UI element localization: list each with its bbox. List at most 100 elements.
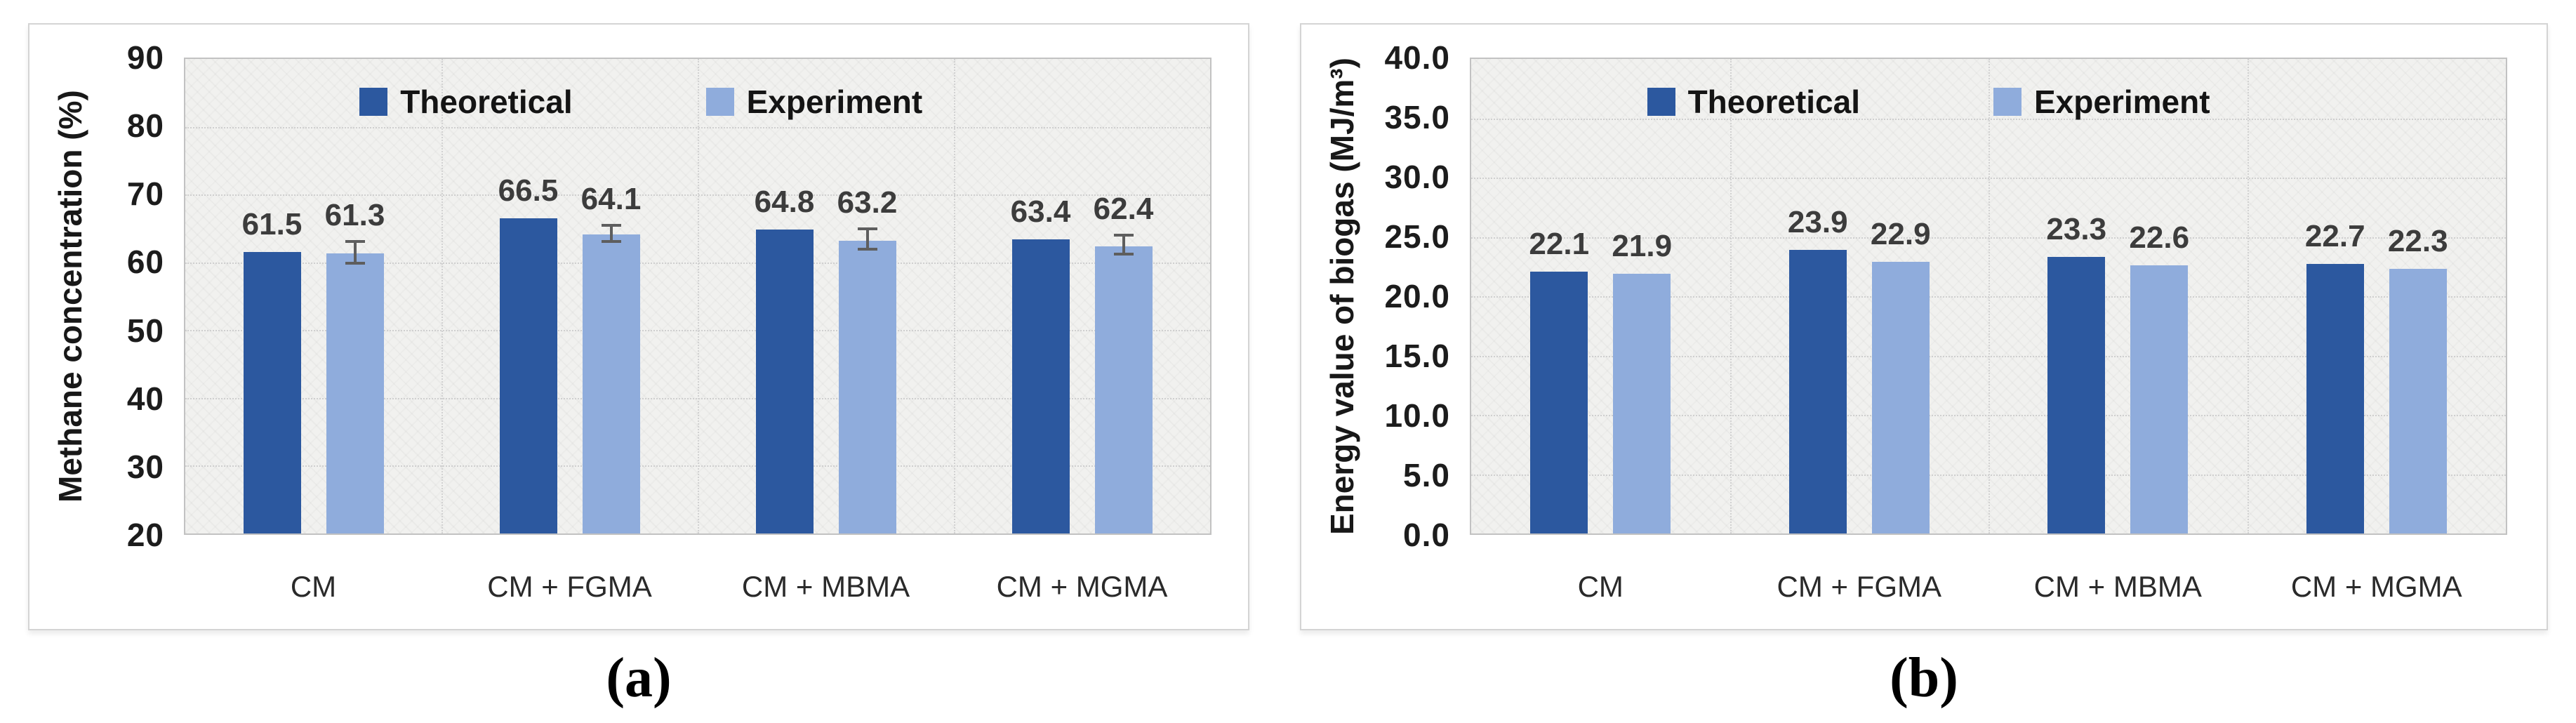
legend-label-experiment: Experiment: [2034, 84, 2210, 120]
bar-slot: 64.1: [580, 59, 642, 533]
plot-area: Theoretical Experiment 22.1 21.9 CM 23.9 22.…: [1470, 58, 2507, 603]
error-bar-cap: [1113, 234, 1134, 237]
experiment-swatch-icon: [1993, 88, 2021, 116]
vertical-gridline: [441, 59, 443, 533]
bar-value-label: 22.7: [2304, 219, 2365, 254]
bar-group-cm: 22.1 21.9 CM: [1471, 59, 1730, 603]
plot-area: Theoretical Experiment 61.5 61.3 CM 66.5 64.…: [184, 58, 1211, 603]
experiment-bar: [582, 234, 640, 533]
vertical-gridline: [2247, 59, 2249, 533]
bar-value-label: 63.4: [1010, 194, 1071, 229]
bar-value-label: 23.9: [1787, 205, 1848, 240]
bar-slot: 21.9: [1612, 59, 1673, 533]
error-bar-cap: [601, 223, 621, 227]
y-tick-label: 30.0: [1384, 159, 1450, 195]
bar-value-label: 63.2: [837, 185, 898, 220]
legend-item-experiment: Experiment: [1993, 83, 2210, 121]
theoretical-bar: [243, 252, 301, 533]
y-tick-label: 5.0: [1403, 457, 1450, 493]
error-bar: [609, 226, 613, 243]
bar-slot: 22.1: [1529, 59, 1590, 533]
y-tick-label: 70: [126, 175, 164, 213]
y-tick-label: 20: [126, 517, 164, 553]
y-tick-label: 90: [126, 39, 164, 76]
experiment-bar: [2130, 265, 2189, 533]
error-bar-cap: [345, 239, 365, 243]
bar-slot: 22.6: [2129, 59, 2189, 533]
x-axis-category-label: CM + FGMA: [487, 570, 652, 603]
bar-slot: 64.8: [754, 59, 815, 533]
bar-value-label: 22.1: [1529, 226, 1590, 261]
bar-value-label: 61.3: [324, 197, 385, 232]
y-axis-tick-labels: 90 80 70 60 50 40 30 20: [29, 39, 164, 553]
vertical-gridline: [1729, 59, 1732, 533]
theoretical-bar: [499, 218, 557, 533]
bar-group-cm-mbma: 64.8 63.2 CM + MBMA: [698, 59, 954, 603]
legend-label-theoretical: Theoretical: [1687, 84, 1860, 120]
bar-value-label: 66.5: [498, 173, 559, 208]
bar-slot: 22.3: [2387, 59, 2448, 533]
legend-item-theoretical: Theoretical: [1647, 83, 1860, 121]
y-tick-label: 10.0: [1384, 397, 1450, 434]
theoretical-bar: [2306, 264, 2364, 533]
y-tick-label: 60: [126, 244, 164, 281]
bar-value-label: 61.5: [241, 207, 303, 242]
y-tick-label: 30: [126, 448, 164, 485]
vertical-gridline: [698, 59, 699, 533]
bar-slot: 22.9: [1871, 59, 1931, 533]
bar-group-cm-mgma: 22.7 22.3 CM + MGMA: [2248, 59, 2507, 603]
experiment-bar: [2389, 269, 2447, 533]
theoretical-bar: [1530, 271, 1588, 533]
x-axis-category-label: CM + MGMA: [2290, 570, 2462, 603]
x-axis-category-label: CM + MBMA: [741, 570, 910, 603]
error-bar-cap: [857, 248, 877, 251]
x-axis-category-label: CM: [1577, 570, 1624, 603]
experiment-bar: [838, 240, 896, 533]
bar-slot: 63.2: [837, 59, 898, 533]
legend: Theoretical Experiment: [359, 83, 922, 121]
legend-item-theoretical: Theoretical: [359, 83, 573, 121]
chart-panel-a: Methane concentration (%) 90 80 70 60 50 40 30…: [28, 23, 1249, 709]
legend-item-experiment: Experiment: [705, 83, 923, 121]
bar-value-label: 62.4: [1093, 192, 1154, 227]
bar-slot: 22.7: [2304, 59, 2365, 533]
bar-value-label: 64.1: [580, 181, 642, 216]
theoretical-swatch-icon: [1647, 88, 1675, 116]
y-tick-label: 80: [126, 107, 164, 145]
caption-b: (b): [1890, 647, 1958, 709]
x-axis-category-label: CM: [290, 570, 337, 603]
y-tick-label: 15.0: [1384, 338, 1450, 374]
bar-value-label: 21.9: [1612, 228, 1673, 263]
bar-slot: 61.3: [324, 59, 385, 533]
legend-label-theoretical: Theoretical: [400, 84, 573, 120]
bar-value-label: 22.3: [2387, 224, 2448, 259]
legend-label-experiment: Experiment: [746, 84, 923, 120]
theoretical-bar: [2047, 257, 2106, 533]
y-tick-label: 0.0: [1403, 517, 1450, 553]
error-bar: [865, 230, 869, 251]
bar-value-label: 64.8: [754, 185, 815, 220]
bar-slot: 23.9: [1787, 59, 1848, 533]
experiment-swatch-icon: [705, 88, 734, 116]
x-axis-category-label: CM + FGMA: [1777, 570, 1941, 603]
bar-group-cm: 61.5 61.3 CM: [185, 59, 441, 603]
legend: Theoretical Experiment: [1647, 83, 2210, 121]
bar-group-cm-fgma: 23.9 22.9 CM + FGMA: [1730, 59, 1989, 603]
y-tick-label: 20.0: [1384, 278, 1450, 314]
theoretical-bar: [1788, 250, 1847, 533]
error-bar: [353, 242, 357, 265]
bar-slot: 63.4: [1010, 59, 1071, 533]
y-axis-tick-labels: 40.0 35.0 30.0 25.0 20.0 15.0 10.0 5.0 0.0: [1301, 39, 1450, 553]
x-axis-category-label: CM + MBMA: [2033, 570, 2202, 603]
bar-group-cm-mbma: 23.3 22.6 CM + MBMA: [1989, 59, 2248, 603]
error-bar-cap: [857, 227, 877, 231]
experiment-bar: [1094, 246, 1153, 533]
x-axis-category-label: CM + MGMA: [996, 570, 1168, 603]
bar-group-cm-fgma: 66.5 64.1 CM + FGMA: [441, 59, 698, 603]
bar-slot: 23.3: [2046, 59, 2106, 533]
y-tick-label: 25.0: [1384, 218, 1450, 255]
bar-slot: 66.5: [498, 59, 559, 533]
bar-group-cm-mgma: 63.4 62.4 CM + MGMA: [954, 59, 1210, 603]
theoretical-swatch-icon: [359, 88, 388, 116]
